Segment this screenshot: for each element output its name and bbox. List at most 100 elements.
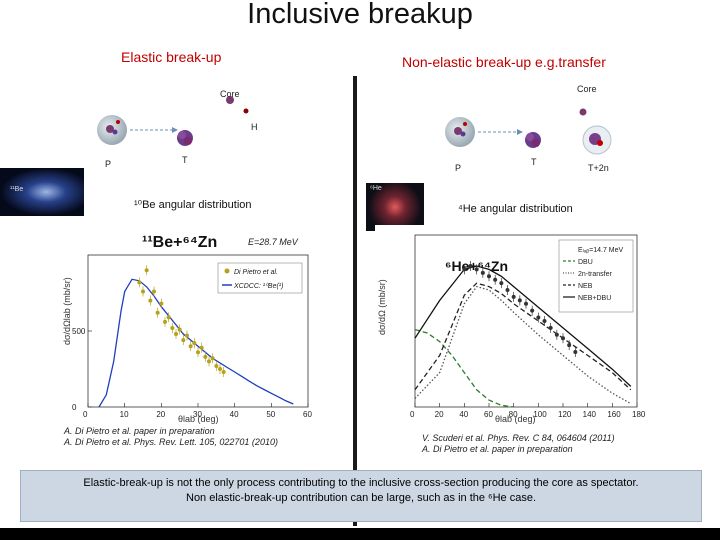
left-series-di-pietro-et-al--point: [141, 289, 145, 294]
right-series-data-point: [493, 277, 498, 282]
left-series-di-pietro-et-al--point: [137, 280, 142, 285]
he4-dist-label: ⁴He angular distribution: [458, 203, 573, 215]
left-series-di-pietro-et-al--point: [148, 298, 153, 303]
left-legend-marker-data: [224, 268, 230, 274]
left-series-di-pietro-et-al--point: [221, 370, 226, 375]
left-ytick-label: 500: [72, 327, 86, 336]
left-series-di-pietro-et-al--point: [210, 356, 215, 361]
left-series-di-pietro-et-al--point: [174, 332, 178, 337]
right-legend-entry: DBU: [578, 259, 593, 266]
right-series-neb-line: [414, 282, 632, 391]
left-energy-label: E=28.7 MeV: [248, 237, 299, 247]
right-series-data-point: [567, 343, 572, 348]
left-series-di-pietro-et-al--point: [214, 363, 219, 368]
be11-photo: ¹¹Be: [0, 168, 84, 216]
left-series-di-pietro-et-al--point: [144, 268, 149, 273]
right-legend-entry: NEB: [578, 283, 593, 290]
core-label-right: Core: [577, 84, 597, 94]
core-fragment-right: [579, 108, 587, 116]
right-plot-frame: [414, 234, 638, 408]
h-label: H: [251, 122, 258, 132]
left-series-di-pietro-et-al--point: [192, 341, 197, 346]
left-series-di-pietro-et-al--point: [203, 354, 208, 359]
right-series-data-point: [536, 315, 541, 320]
left-reaction-label: ¹¹Be+⁶⁴Zn: [142, 234, 217, 251]
core-label: Core: [220, 89, 240, 99]
right-legend: [558, 239, 634, 313]
right-series-data-point: [554, 332, 559, 337]
he6-photo-label: ⁶He: [370, 185, 382, 192]
nonelastic-breakup-heading: Non-elastic break-up e.g.transfer: [402, 54, 606, 70]
left-xlabel: θlab (deg): [178, 414, 219, 424]
right-series-dbu-line: [414, 328, 514, 408]
left-legend-xcdcc: XCDCC: ¹⁰Be(¹): [233, 282, 283, 290]
right-series-data-point: [468, 263, 473, 268]
right-series-data-point: [499, 281, 504, 286]
right-xtick-label: 40: [459, 410, 468, 419]
left-series-di-pietro-et-al--point: [177, 327, 182, 332]
left-ytick-label: 0: [72, 403, 77, 412]
right-xlabel: θlab (deg): [495, 414, 536, 424]
elastic-breakup-heading: Elastic break-up: [121, 49, 222, 65]
t-label-right: T: [531, 157, 537, 167]
right-xtick-label: 180: [632, 410, 645, 419]
right-legend-entry: Eₗₐᵦ=14.7 MeV: [578, 247, 624, 254]
right-xtick-label: 60: [484, 410, 493, 419]
left-xtick-label: 0: [83, 410, 88, 419]
left-series-di-pietro-et-al--point: [181, 338, 186, 343]
conclusion-line-1: Elastic-break-up is not the only process…: [83, 477, 639, 489]
bottom-bar: [0, 528, 720, 540]
right-legend-entry: NEB+DBU: [578, 295, 611, 302]
slide-title: Inclusive breakup: [247, 0, 473, 30]
be10-dist-label: ¹⁰Be angular distribution: [134, 199, 252, 211]
right-series-data-point: [524, 301, 528, 306]
right-ref-1: V. Scuderi et al. Phys. Rev. C 84, 06460…: [422, 433, 615, 443]
be11-photo-label: ¹¹Be: [10, 186, 24, 193]
left-xtick-label: 60: [303, 410, 312, 419]
t2n-label: T+2n: [588, 163, 609, 173]
right-xtick-label: 20: [435, 410, 444, 419]
he6-photo: ⁶He: [366, 183, 424, 231]
left-series-di-pietro-et-al--point: [152, 289, 156, 294]
right-xtick-label: 0: [410, 410, 415, 419]
right-series-neb-dbu-line: [414, 265, 632, 387]
right-series-data-point: [474, 267, 479, 272]
left-legend: [217, 262, 303, 294]
left-ref-2: A. Di Pietro et al. Phys. Rev. Lett. 105…: [64, 437, 278, 447]
right-ref-2: A. Di Pietro et al. paper in preparation: [422, 444, 573, 454]
left-series-di-pietro-et-al--point: [188, 344, 193, 349]
left-series-di-pietro-et-al--point: [196, 350, 200, 355]
left-xtick-label: 20: [156, 410, 165, 419]
left-xtick-label: 30: [193, 410, 202, 419]
p-label-right: P: [455, 163, 461, 173]
right-series-data-point: [561, 336, 565, 341]
conclusion-box: Elastic-break-up is not the only process…: [20, 470, 702, 522]
left-xtick-label: 10: [120, 410, 129, 419]
left-ylabel: dσ/dΩlab (mb/sr): [62, 277, 72, 345]
core-fragment: [226, 96, 234, 104]
right-series-data-point: [517, 298, 522, 303]
left-ref-1: A. Di Pietro et al. paper in preparation: [64, 426, 215, 436]
be10-angular-distribution-chart: ¹¹Be+⁶⁴Zn E=28.7 MeV 0 10 20 30 40 50 60 0 500 D…: [60, 225, 322, 425]
right-references: V. Scuderi et al. Phys. Rev. C 84, 06460…: [422, 433, 615, 455]
h-fragment: [243, 108, 249, 114]
left-series-di-pietro-et-al--point: [159, 301, 164, 306]
elastic-breakup-diagram: Core H P T: [97, 89, 258, 169]
t-label: T: [182, 155, 188, 165]
right-xtick-label: 140: [583, 410, 597, 419]
right-xtick-label: 80: [509, 410, 518, 419]
right-series-data-point: [505, 288, 510, 293]
right-series-data-point: [573, 349, 578, 354]
left-series-di-pietro-et-al--point: [163, 319, 167, 324]
he4-angular-distribution-chart: ⁶He+⁶⁴Zn Eₗₐᵦ=14.7 MeVDBU2n-transferNEBN…: [375, 225, 645, 425]
left-series-di-pietro-et-al--point: [155, 310, 160, 315]
left-series-di-pietro-et-al--point: [218, 367, 222, 371]
right-series-data-point: [530, 308, 535, 313]
left-series-di-pietro-et-al--point: [185, 333, 189, 338]
right-xtick-label: 100: [533, 410, 547, 419]
left-xtick-label: 40: [230, 410, 239, 419]
left-series-di-pietro-et-al--point: [207, 359, 211, 364]
p-label: P: [105, 159, 111, 169]
right-series-data-point: [462, 267, 467, 272]
right-series-data-point: [487, 274, 491, 279]
